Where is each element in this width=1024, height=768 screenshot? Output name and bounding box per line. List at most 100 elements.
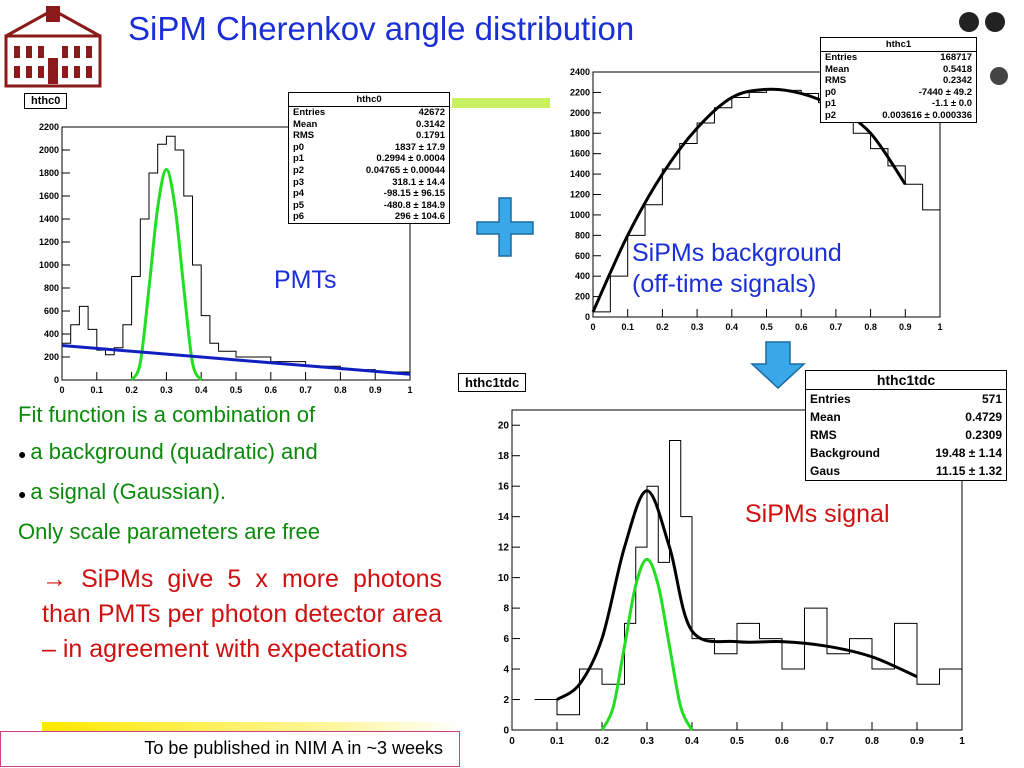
x-tick-label: 0.1 [621, 322, 634, 332]
y-tick-label: 600 [44, 306, 59, 316]
stats-value: 0.2342 [942, 75, 972, 87]
y-tick-label: 1800 [39, 168, 59, 178]
stats-row: p1 0.2994 ± 0.0004 [289, 153, 449, 165]
x-tick-label: 0.6 [795, 322, 808, 332]
y-tick-label: 16 [498, 482, 510, 493]
stats-value: -7440 ± 49.2 [918, 86, 972, 98]
sipm-background-label: SiPMs background (off-time signals) [632, 238, 842, 300]
bullet-text: a background (quadratic) and [30, 439, 318, 464]
stats-value: 0.04765 ± 0.00044 [365, 164, 445, 176]
sipm-background-line2: (off-time signals) [632, 270, 817, 298]
stats-key: Entries [810, 392, 851, 406]
y-tick-label: 10 [498, 573, 510, 584]
stats-value: 42672 [418, 107, 445, 118]
y-tick-label: 1600 [39, 191, 59, 201]
y-tick-label: 1400 [39, 214, 59, 224]
histogram-series [534, 439, 962, 716]
hthc1tdc-name-tag: hthc1tdc [458, 373, 527, 392]
stats-row: Entries 42672 [289, 107, 449, 119]
x-tick-label: 0.6 [775, 736, 789, 747]
chart-hthc1tdc: 0 0.1 0.2 0.3 0.4 0.5 0.6 0.7 0.8 0.9 1 0 2 4 6 8 10 12 14… [460, 395, 980, 755]
y-tick-label: 400 [44, 329, 59, 339]
x-tick-label: 0.5 [760, 322, 773, 332]
down-arrow-icon [750, 340, 806, 390]
x-tick-label: 0.3 [640, 736, 654, 747]
stats-key: Mean [825, 63, 850, 75]
stats-value: 0.5418 [942, 63, 972, 75]
y-tick-label: 12 [498, 542, 510, 553]
stats-key: p0 [293, 141, 305, 153]
stats-value: -1.1 ± 0.0 [931, 98, 972, 110]
y-tick-label: 14 [498, 512, 510, 523]
y-tick-label: 2000 [39, 145, 59, 155]
bullet-text: a signal (Gaussian). [30, 479, 227, 504]
stats-row: p2 0.04765 ± 0.00044 [289, 165, 449, 177]
x-tick-label: 0.1 [91, 385, 104, 395]
stats-value: 0.003616 ± 0.000336 [882, 109, 972, 121]
stats-box-hthc0: hthc0 Entries 42672 Mean 0.3142 RMS 0.1791 p0 18… [288, 92, 450, 224]
x-tick-label: 0.7 [830, 322, 843, 332]
footer-note: To be published in NIM A in ~3 weeks [0, 731, 460, 767]
stats-row: Mean 0.5418 [821, 64, 976, 76]
x-tick-label: 0.7 [820, 736, 834, 747]
stats-row: p0 1837 ± 17.9 [289, 142, 449, 154]
x-tick-label: 0.6 [265, 385, 278, 395]
stats-key: p4 [293, 188, 305, 200]
stats-row: p6 296 ± 104.6 [289, 211, 449, 223]
y-tick-label: 0 [503, 725, 509, 736]
y-tick-label: 1400 [570, 169, 590, 179]
fit-description-line: Fit function is a combination of [18, 402, 316, 427]
y-tick-label: 2000 [570, 108, 590, 118]
stats-value: 168717 [940, 52, 972, 63]
stats-key: RMS [825, 75, 847, 87]
y-tick-label: 20 [498, 421, 510, 432]
stats-row: Background 19.48 ± 1.14 [806, 444, 1006, 462]
x-tick-label: 0.3 [160, 385, 173, 395]
stats-value: -480.8 ± 184.9 [383, 199, 445, 211]
y-tick-label: 8 [503, 603, 509, 614]
stats-value: -98.15 ± 96.15 [383, 188, 445, 200]
y-tick-label: 6 [503, 634, 509, 645]
stats-key: p5 [293, 199, 305, 211]
divider-bar [452, 98, 550, 108]
stats-value: 0.2309 [965, 428, 1002, 442]
stats-key: Background [810, 446, 881, 460]
stats-key: Mean [293, 118, 318, 130]
x-tick-label: 0.4 [685, 736, 699, 747]
fit-description-line: Only scale parameters are free [18, 519, 321, 544]
stats-box-title: hthc1 [821, 38, 976, 52]
fit-curve [600, 557, 694, 731]
fit-curve [556, 489, 918, 701]
x-tick-label: 0 [59, 385, 64, 395]
stats-row: Gaus 11.15 ± 1.32 [806, 462, 1006, 480]
chart-hthc0: 0 0.1 0.2 0.3 0.4 0.5 0.6 0.7 0.8 0.9 1 0 200 400 600 8… [0, 110, 420, 395]
x-tick-label: 0.8 [334, 385, 347, 395]
stats-value: 571 [981, 392, 1002, 406]
fit-description: Fit function is a combination of ● a bac… [18, 396, 418, 550]
pmts-label: PMTs [274, 266, 337, 294]
x-tick-label: 0 [509, 736, 515, 747]
x-tick-label: 0.1 [550, 736, 564, 747]
stats-key: Entries [293, 107, 326, 118]
y-tick-label: 400 [575, 271, 590, 281]
y-tick-label: 800 [44, 283, 59, 293]
stats-key: p6 [293, 211, 305, 223]
highlight-bar [42, 722, 462, 732]
y-tick-label: 0 [585, 312, 590, 322]
stats-box-title: hthc0 [289, 93, 449, 107]
bullet-item: ● a signal (Gaussian). [18, 473, 418, 513]
x-tick-label: 0.9 [899, 322, 912, 332]
stats-value: 11.15 ± 1.32 [936, 464, 1002, 478]
stats-key: RMS [293, 130, 315, 142]
stats-key: Mean [810, 410, 841, 424]
stats-value: 1837 ± 17.9 [394, 141, 445, 153]
fit-curve [130, 168, 203, 381]
stats-value: 318.1 ± 14.4 [392, 176, 445, 188]
stats-row: Entries 571 [806, 390, 1006, 408]
plus-icon [475, 196, 535, 258]
stats-key: Gaus [810, 464, 841, 478]
y-tick-label: 1000 [39, 260, 59, 270]
stats-box-title: hthc1tdc [806, 371, 1006, 390]
x-tick-label: 0.4 [195, 385, 208, 395]
x-tick-label: 0.8 [864, 322, 877, 332]
